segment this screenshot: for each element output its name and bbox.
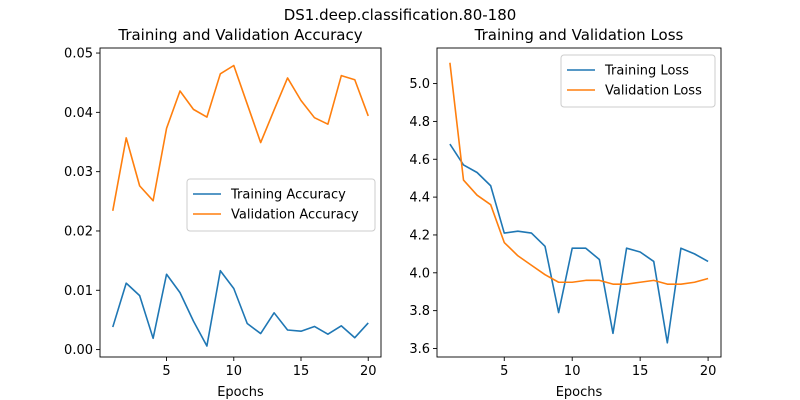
accuracy-x-tick-label: 20 (360, 364, 377, 379)
accuracy-series-line-training-accuracy (112, 269, 369, 347)
loss-y-tick-label: 3.8 (409, 304, 430, 319)
accuracy-subplot: Training and Validation Accuracy 5 10 15 20 0… (64, 26, 382, 400)
accuracy-y-tick-label: 0.01 (64, 284, 93, 299)
accuracy-x-axis-label: Epochs (217, 385, 264, 400)
figure-suptitle: DS1.deep.classification.80-180 (284, 6, 517, 24)
accuracy-y-tick-label: 0.02 (64, 224, 93, 239)
accuracy-legend-box (186, 178, 376, 232)
loss-axes-frame (436, 47, 722, 358)
loss-x-tick-label: 5 (500, 364, 508, 379)
accuracy-legend-label-validation-accuracy: Validation Accuracy (231, 208, 359, 223)
loss-y-tick-label: 4.4 (409, 191, 430, 206)
loss-series-line-training-loss (449, 143, 709, 344)
accuracy-y-tick-label: 0.00 (64, 343, 93, 358)
accuracy-x-tick-label: 10 (226, 364, 243, 379)
loss-legend-label-training-loss: Training Loss (604, 64, 689, 79)
accuracy-x-tick-label: 5 (162, 364, 170, 379)
loss-y-tick-label: 4.2 (409, 228, 430, 243)
accuracy-series-line-validation-accuracy (111, 64, 369, 211)
accuracy-y-tick-label: 0.03 (64, 165, 93, 180)
accuracy-legend-label-training-accuracy: Training Accuracy (230, 188, 346, 203)
loss-x-tick-label: 15 (632, 364, 649, 379)
loss-x-tick-label: 20 (700, 364, 717, 379)
accuracy-x-tick-label: 15 (293, 364, 310, 379)
loss-legend: Training Loss Validation Loss (560, 54, 716, 108)
accuracy-legend: Training Accuracy Validation Accuracy (186, 178, 376, 232)
loss-x-axis-label: Epochs (556, 385, 603, 400)
accuracy-axes-frame (99, 47, 382, 358)
accuracy-y-tick-label: 0.05 (64, 47, 93, 62)
accuracy-chart-title: Training and Validation Accuracy (117, 26, 362, 44)
loss-y-tick-label: 5.0 (409, 77, 430, 92)
loss-y-tick-label: 4.8 (409, 115, 430, 130)
loss-series-line-validation-loss (449, 62, 709, 285)
loss-legend-box (560, 54, 716, 108)
loss-legend-label-validation-loss: Validation Loss (605, 84, 702, 99)
loss-y-tick-label: 4.6 (409, 153, 430, 168)
loss-chart-title: Training and Validation Loss (474, 26, 684, 44)
loss-y-tick-label: 4.0 (409, 266, 430, 281)
loss-y-tick-label: 3.6 (409, 342, 430, 357)
loss-subplot: Training and Validation Loss 5 10 15 20 3.6 3.… (409, 26, 722, 400)
loss-x-tick-label: 10 (564, 364, 581, 379)
accuracy-y-tick-label: 0.04 (64, 106, 93, 121)
